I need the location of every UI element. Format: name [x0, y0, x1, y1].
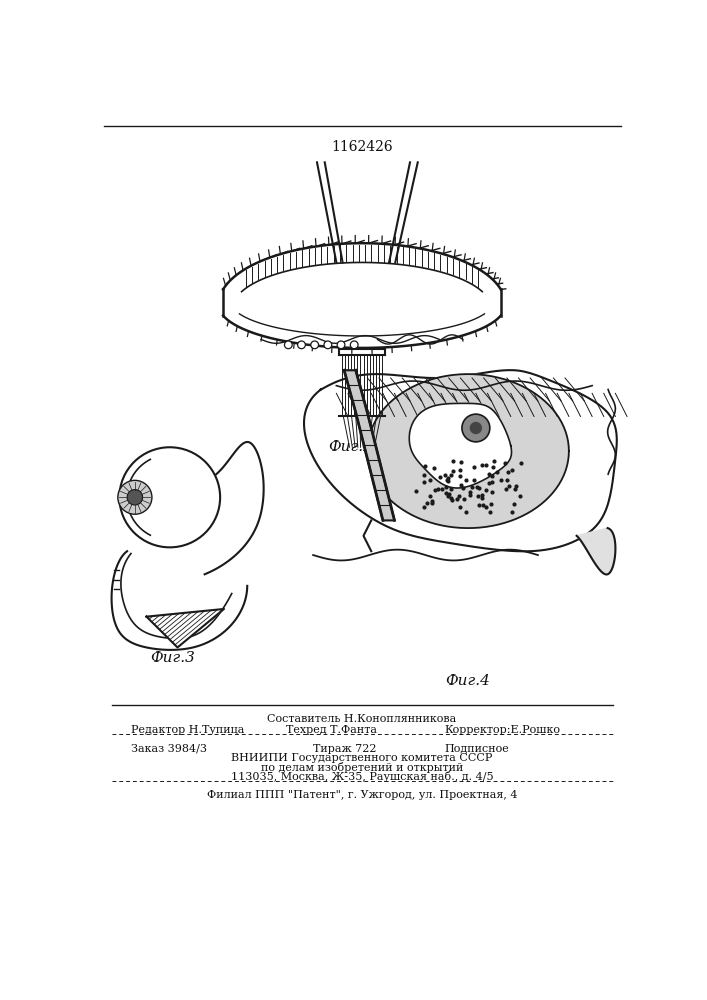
Circle shape [119, 447, 220, 547]
Circle shape [311, 341, 319, 349]
Polygon shape [577, 528, 615, 574]
Polygon shape [409, 403, 512, 488]
Circle shape [469, 422, 482, 434]
Circle shape [337, 341, 345, 349]
Text: 1162426: 1162426 [331, 140, 393, 154]
Text: Фиг.3: Фиг.3 [151, 651, 195, 665]
Text: Филиал ППП "Патент", г. Ужгород, ул. Проектная, 4: Филиал ППП "Патент", г. Ужгород, ул. Про… [206, 790, 518, 800]
Text: Подписное: Подписное [445, 744, 510, 754]
Circle shape [324, 341, 332, 349]
Text: ВНИИПИ Государственного комитета СССР: ВНИИПИ Государственного комитета СССР [231, 753, 493, 763]
Text: Техред Т.Фанта: Техред Т.Фанта [286, 725, 377, 735]
Circle shape [284, 341, 292, 349]
Polygon shape [368, 374, 569, 528]
Text: Составитель Н.Коноплянникова: Составитель Н.Коноплянникова [267, 714, 457, 724]
Circle shape [118, 480, 152, 514]
Circle shape [298, 341, 305, 349]
Text: Фиг.2: Фиг.2 [329, 440, 373, 454]
Text: Заказ 3984/3: Заказ 3984/3 [131, 744, 207, 754]
Text: Тираж 722: Тираж 722 [313, 744, 377, 754]
Polygon shape [344, 370, 395, 520]
Text: по делам изобретений и открытий: по делам изобретений и открытий [261, 762, 463, 773]
Text: Корректор:Е.Рошко: Корректор:Е.Рошко [445, 725, 561, 735]
Text: Фиг.4: Фиг.4 [445, 674, 490, 688]
Circle shape [127, 490, 143, 505]
Text: 113035, Москва, Ж-35, Раушская наб., д. 4/5: 113035, Москва, Ж-35, Раушская наб., д. … [230, 771, 493, 782]
Circle shape [351, 341, 358, 349]
Polygon shape [146, 609, 224, 647]
Text: Редактор Н.Тупица: Редактор Н.Тупица [131, 725, 245, 735]
Circle shape [462, 414, 490, 442]
